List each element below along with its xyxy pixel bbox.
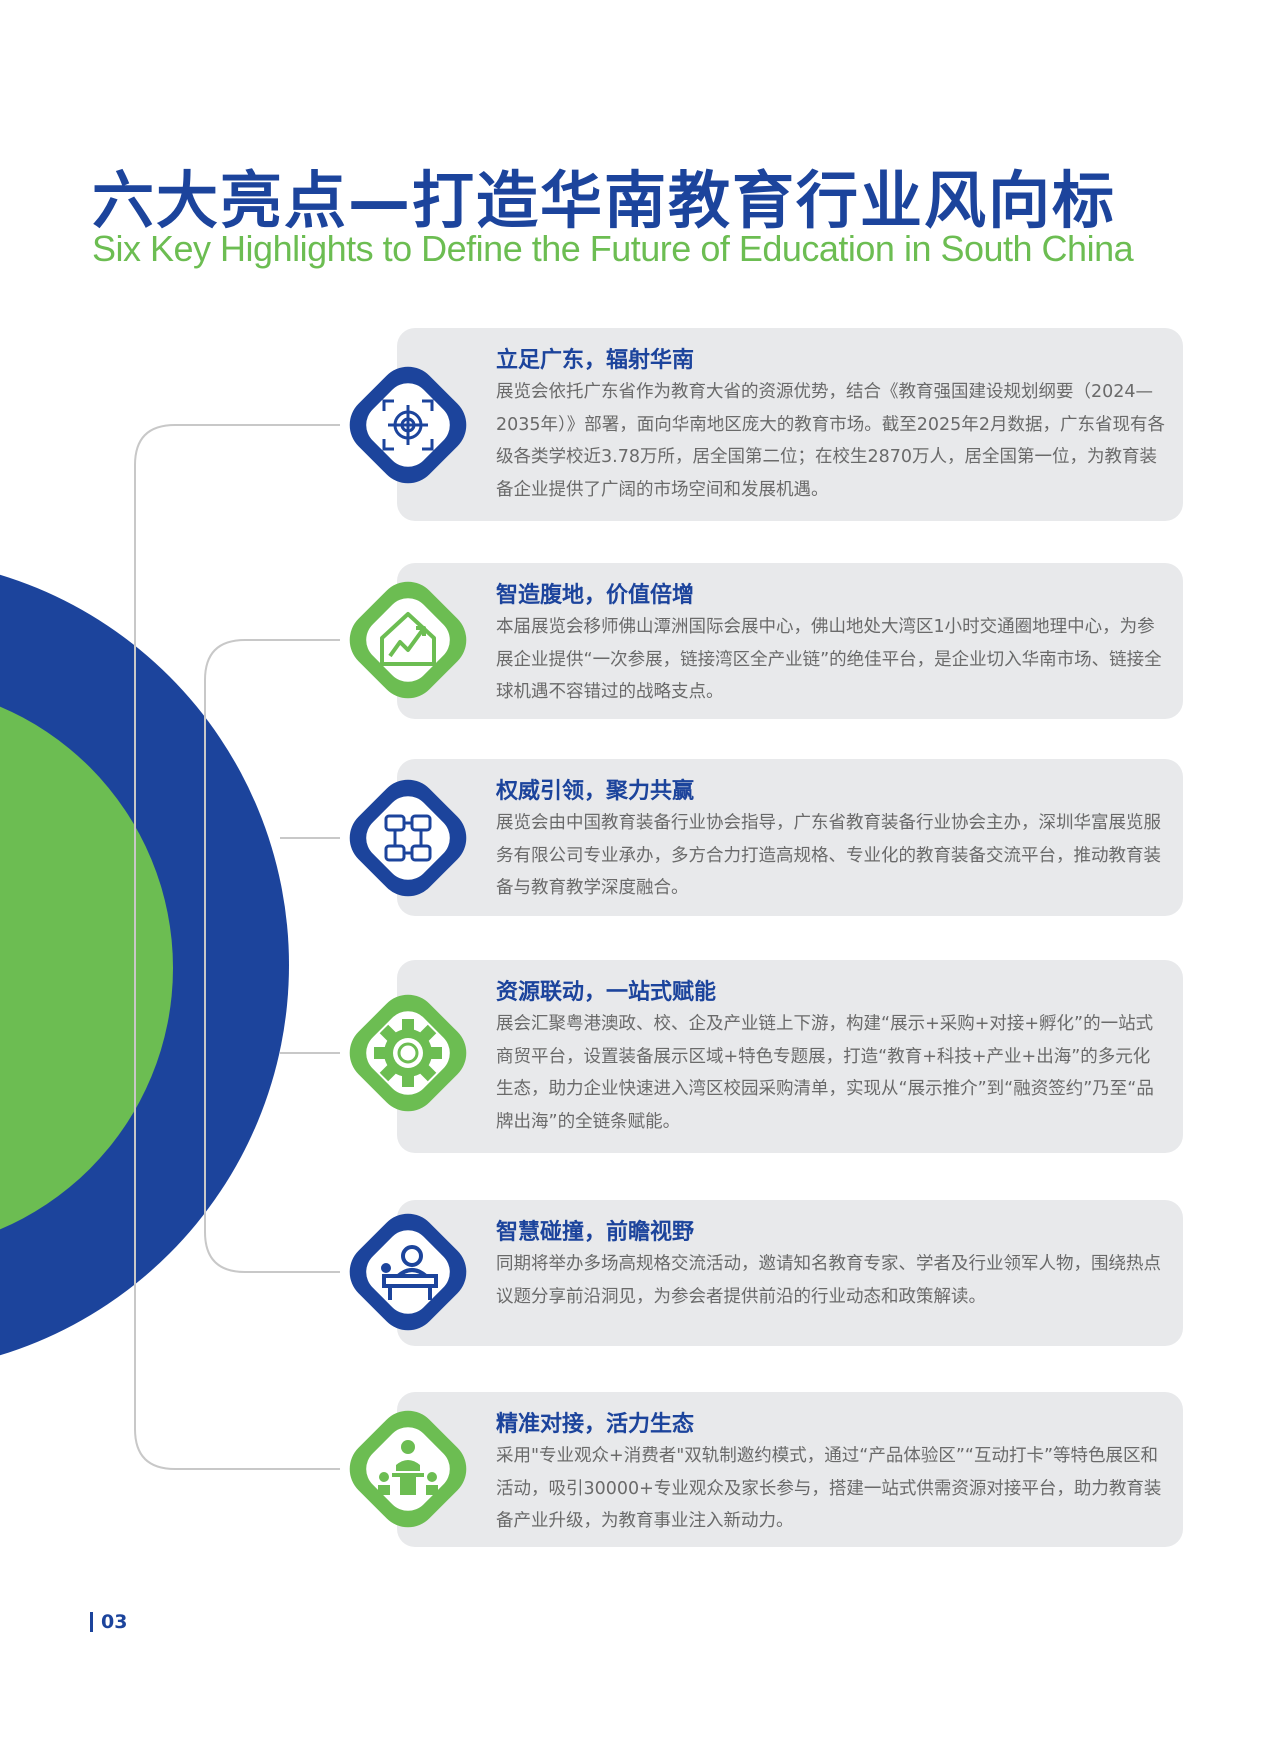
target-icon [382,399,434,451]
highlight-body: 展会汇聚粤港澳政、校、企及产业链上下游，构建“展示+采购+对接+孵化”的一站式商… [496,1014,1154,1132]
meeting-icon [378,1440,438,1495]
green-circle-decoration [0,706,173,1230]
house-growth-icon [380,612,436,666]
gear-icon [374,1019,442,1087]
highlight-body: 展览会依托广东省作为教育大省的资源优势，结合《教育强国建设规划纲要（2024—2… [496,382,1165,500]
highlight-badge [333,565,483,715]
speaker-podium-icon [381,1245,438,1300]
highlight-body: 采用"专业观众+消费者"双轨制邀约模式，通过“产品体验区”“互动打卡”等特色展区… [496,1446,1162,1531]
highlight-body: 展览会由中国教育装备行业协会指导，广东省教育装备行业协会主办，深圳华富展览服务有… [496,813,1161,898]
page-subtitle: Six Key Highlights to Define the Future … [92,228,1134,269]
highlight-card: 智慧碰撞，前瞻视野同期将举办多场高规格交流活动，邀请知名教育专家、学者及行业领军… [397,1200,1183,1346]
highlight-title: 资源联动，一站式赋能 [496,980,717,1005]
connector-lines [134,424,340,1470]
highlight-title: 精准对接，活力生态 [496,1412,695,1437]
highlight-badge [333,763,483,913]
highlight-title: 权威引领，聚力共赢 [496,779,695,804]
highlight-badge [333,1197,483,1347]
highlight-card: 权威引领，聚力共赢展览会由中国教育装备行业协会指导，广东省教育装备行业协会主办，… [397,759,1183,916]
highlight-body: 本届展览会移师佛山潭洲国际会展中心，佛山地处大湾区1小时交通圈地理中心，为参展企… [496,617,1162,702]
hands-together-icon [384,814,432,862]
highlight-card: 精准对接，活力生态采用"专业观众+消费者"双轨制邀约模式，通过“产品体验区”“互… [397,1392,1183,1547]
highlight-badge [333,978,483,1128]
highlight-body: 同期将举办多场高规格交流活动，邀请知名教育专家、学者及行业领军人物，围绕热点议题… [496,1254,1161,1307]
highlight-card: 智造腹地，价值倍增本届展览会移师佛山潭洲国际会展中心，佛山地处大湾区1小时交通圈… [397,563,1183,719]
highlight-card: 资源联动，一站式赋能展会汇聚粤港澳政、校、企及产业链上下游，构建“展示+采购+对… [397,960,1183,1153]
highlight-badge [333,350,483,500]
highlight-badge [333,1394,483,1544]
highlight-title: 智慧碰撞，前瞻视野 [496,1220,695,1245]
highlight-title: 立足广东，辐射华南 [496,348,695,373]
highlight-card: 立足广东，辐射华南展览会依托广东省作为教育大省的资源优势，结合《教育强国建设规划… [397,328,1183,521]
page-title: 六大亮点—打造华南教育行业风向标 [92,164,1117,237]
highlight-title: 智造腹地，价值倍增 [496,583,695,608]
page-number: 03 [90,1612,127,1632]
